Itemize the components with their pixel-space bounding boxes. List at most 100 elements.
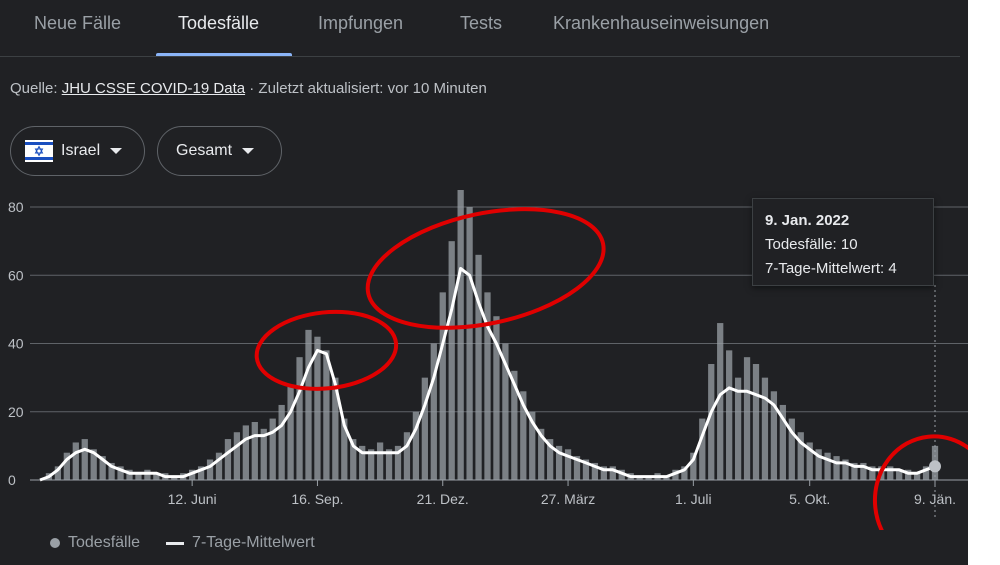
last-updated: · Zuletzt aktualisiert: vor 10 Minuten [245,80,487,97]
deaths-bar [341,418,348,480]
deaths-bar [708,364,715,480]
deaths-bar [922,466,930,480]
deaths-bar [171,476,178,480]
source-prefix: Quelle: [10,80,62,97]
deaths-bar [806,442,813,480]
deaths-bar [215,452,223,480]
deaths-bar [779,404,786,480]
x-tick-label: 5. Okt. [789,491,830,507]
y-tick-label: 40 [8,336,24,352]
deaths-bar [466,207,473,480]
country-dropdown[interactable]: Israel [10,126,145,176]
deaths-bar [538,428,545,480]
deaths-bar [278,404,285,480]
x-tick-label: 21. Dez. [417,491,469,507]
deaths-bar [618,469,625,480]
deaths-bar [368,449,375,480]
tab-vaccinations[interactable]: Impfungen [318,13,404,33]
deaths-bar [323,350,330,480]
x-tick-label: 1. Juli [675,491,712,507]
legend-deaths-dot-icon [50,538,60,548]
deaths-bar [815,449,822,480]
source-link[interactable]: JHU CSSE COVID-19 Data [61,80,246,97]
tab-tests[interactable]: Tests [460,13,503,33]
deaths-bar [591,462,599,480]
deaths-bar [842,459,849,480]
deaths-bar [135,473,142,480]
deaths-bar [573,456,581,480]
deaths-bar [743,357,751,480]
deaths-bar [394,445,402,480]
deaths-bar [251,422,258,480]
deaths-bar [699,418,706,480]
deaths-bar [224,439,232,480]
deaths-bar [296,357,303,480]
deaths-bar [833,456,840,480]
deaths-bar [242,425,249,480]
x-tick-label: 27. März [541,491,595,507]
deaths-bar [153,473,160,480]
x-tick-label: 9. Jän. [914,491,956,507]
deaths-bar [439,292,446,480]
deaths-bar [896,469,903,480]
tooltip-average: 7-Tage-Mittelwert: 4 [765,260,897,277]
deaths-bar [189,469,196,480]
hover-point [929,460,941,473]
tab-new-cases[interactable]: Neue Fälle [34,13,122,33]
deaths-bar [717,323,724,480]
deaths-bar [412,411,420,480]
scope-label: Gesamt [176,142,233,159]
deaths-bar [788,418,795,480]
source-line: Quelle: JHU CSSE COVID-19 Data · Zuletzt… [10,80,487,97]
deaths-bar [448,241,455,480]
deaths-bar [457,190,464,480]
deaths-bar [206,459,214,480]
deaths-bar [99,456,106,480]
annotation-circle [872,434,968,530]
tab-hospitalizations[interactable]: Krankenhauseinweisungen [553,13,770,33]
annotation-circle [365,207,606,330]
deaths-bar [663,476,670,480]
deaths-bar [108,462,115,480]
deaths-bar [233,432,241,480]
deaths-bar [887,466,894,480]
deaths-chart[interactable]: 12. Juni 16. Sep. 21. Dez. 27. März 1. Juli 5… [0,190,968,530]
deaths-bar [726,350,733,480]
avg-line [39,267,936,482]
deaths-bar [260,428,267,480]
deaths-bar [305,329,312,480]
deaths-bar [824,452,831,480]
deaths-bar [197,466,205,480]
deaths-bar [547,439,554,480]
chart-legend: Todesfälle 7-Tage-Mittelwert [50,534,315,552]
deaths-bar [332,377,339,480]
deaths-bar [681,466,688,480]
deaths-bar [126,469,133,480]
deaths-bar [555,445,563,480]
legend-average: 7-Tage-Mittelwert [192,534,315,551]
annotation-circle [254,309,399,391]
deaths-bar [81,439,88,480]
deaths-bar [690,452,697,480]
deaths-bar [672,469,679,480]
y-tick-label: 0 [8,472,16,488]
deaths-bar [797,432,804,480]
deaths-bar [385,449,393,480]
tab-deaths[interactable]: Todesfälle [178,13,260,33]
israel-flag-icon [25,140,53,162]
y-tick-label: 20 [8,404,24,420]
scope-dropdown[interactable]: Gesamt [157,126,282,176]
legend-avg-line-icon [166,541,185,545]
deaths-bar [905,469,912,480]
deaths-bar [913,473,921,480]
deaths-bar [475,254,482,480]
deaths-bar [511,370,518,480]
deaths-bar [484,292,491,480]
deaths-bar [314,336,321,480]
chevron-down-icon [242,148,255,154]
chart-tooltip: 9. Jan. 2022 Todesfälle: 10 7-Tage-Mitte… [752,198,934,286]
deaths-bar [144,469,151,480]
page-margin [968,0,1000,565]
deaths-bar [502,343,509,480]
deaths-bar [269,418,276,480]
